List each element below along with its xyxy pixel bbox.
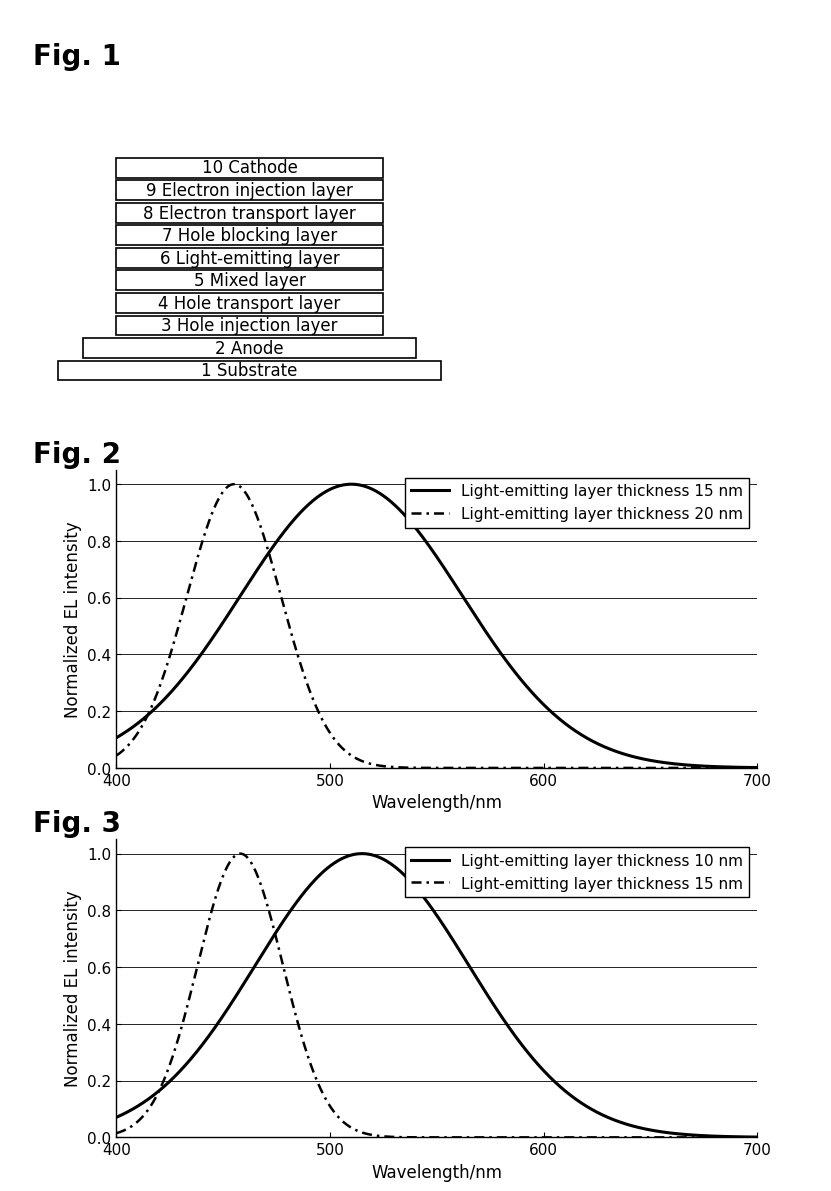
Y-axis label: Normalized EL intensity: Normalized EL intensity — [64, 891, 81, 1086]
Bar — [116, 158, 382, 179]
Text: 9 Electron injection layer: 9 Electron injection layer — [146, 182, 352, 200]
Text: 7 Hole blocking layer: 7 Hole blocking layer — [162, 227, 337, 245]
Light-emitting layer thickness 15 nm — [111, 1125, 121, 1140]
Legend: Light-emitting layer thickness 15 nm, Light-emitting layer thickness 20 nm: Light-emitting layer thickness 15 nm, Li… — [405, 478, 749, 528]
Light-emitting layer thickness 10 nm — [751, 1130, 761, 1145]
Text: 4 Hole transport layer: 4 Hole transport layer — [158, 294, 341, 312]
Light-emitting layer thickness 15 nm — [733, 760, 743, 774]
Light-emitting layer thickness 10 nm — [111, 1110, 121, 1124]
Text: 10 Cathode: 10 Cathode — [201, 160, 297, 177]
Light-emitting layer thickness 20 nm — [751, 761, 761, 775]
Light-emitting layer thickness 15 nm — [733, 760, 743, 774]
Y-axis label: Normalized EL intensity: Normalized EL intensity — [64, 522, 81, 717]
Text: Fig. 2: Fig. 2 — [33, 441, 121, 468]
Light-emitting layer thickness 20 nm — [144, 705, 154, 719]
Line: Light-emitting layer thickness 15 nm: Light-emitting layer thickness 15 nm — [116, 854, 756, 1137]
Light-emitting layer thickness 15 nm — [751, 1130, 761, 1145]
Bar — [116, 226, 382, 245]
Light-emitting layer thickness 20 nm — [229, 478, 238, 492]
Line: Light-emitting layer thickness 20 nm: Light-emitting layer thickness 20 nm — [116, 485, 756, 768]
Light-emitting layer thickness 15 nm — [733, 1130, 743, 1145]
X-axis label: Wavelength/nm: Wavelength/nm — [371, 1162, 502, 1180]
Bar — [83, 338, 416, 358]
Light-emitting layer thickness 15 nm — [616, 747, 626, 761]
Light-emitting layer thickness 10 nm — [616, 1115, 626, 1129]
Bar — [116, 272, 382, 291]
Bar — [116, 249, 382, 268]
Light-emitting layer thickness 15 nm — [406, 516, 416, 530]
Light-emitting layer thickness 20 nm — [616, 761, 626, 775]
Light-emitting layer thickness 20 nm — [733, 761, 743, 775]
Light-emitting layer thickness 10 nm — [144, 1091, 154, 1105]
Light-emitting layer thickness 15 nm — [144, 1102, 154, 1116]
Bar — [116, 316, 382, 336]
X-axis label: Wavelength/nm: Wavelength/nm — [371, 793, 502, 811]
Text: Fig. 3: Fig. 3 — [33, 810, 121, 837]
Light-emitting layer thickness 10 nm — [733, 1130, 743, 1145]
Text: 3 Hole injection layer: 3 Hole injection layer — [161, 317, 337, 335]
Light-emitting layer thickness 15 nm — [616, 1130, 626, 1145]
Light-emitting layer thickness 10 nm — [733, 1130, 743, 1145]
Light-emitting layer thickness 15 nm — [235, 847, 245, 861]
Light-emitting layer thickness 15 nm — [423, 538, 433, 553]
Text: 5 Mixed layer: 5 Mixed layer — [194, 272, 305, 289]
Line: Light-emitting layer thickness 10 nm: Light-emitting layer thickness 10 nm — [116, 854, 756, 1137]
Light-emitting layer thickness 15 nm — [751, 761, 761, 775]
Legend: Light-emitting layer thickness 10 nm, Light-emitting layer thickness 15 nm: Light-emitting layer thickness 10 nm, Li… — [405, 847, 749, 897]
Light-emitting layer thickness 15 nm — [733, 1130, 743, 1145]
Light-emitting layer thickness 15 nm — [346, 478, 356, 492]
Text: Fig. 1: Fig. 1 — [33, 43, 121, 71]
Light-emitting layer thickness 15 nm — [406, 1130, 416, 1145]
Text: 2 Anode: 2 Anode — [215, 339, 283, 357]
Light-emitting layer thickness 20 nm — [406, 761, 416, 775]
Light-emitting layer thickness 20 nm — [423, 761, 433, 775]
Light-emitting layer thickness 15 nm — [111, 731, 121, 746]
Light-emitting layer thickness 10 nm — [423, 897, 433, 911]
Bar — [116, 293, 382, 313]
Bar — [116, 204, 382, 223]
Bar — [116, 181, 382, 201]
Light-emitting layer thickness 10 nm — [356, 847, 366, 861]
Light-emitting layer thickness 15 nm — [144, 707, 154, 722]
Light-emitting layer thickness 15 nm — [423, 1130, 433, 1145]
Light-emitting layer thickness 10 nm — [406, 875, 416, 890]
Text: 8 Electron transport layer: 8 Electron transport layer — [143, 205, 356, 223]
Light-emitting layer thickness 20 nm — [733, 761, 743, 775]
Text: 6 Light-emitting layer: 6 Light-emitting layer — [160, 249, 339, 268]
Line: Light-emitting layer thickness 15 nm: Light-emitting layer thickness 15 nm — [116, 485, 756, 768]
Light-emitting layer thickness 20 nm — [111, 749, 121, 763]
Bar — [58, 361, 440, 381]
Text: 1 Substrate: 1 Substrate — [201, 362, 297, 380]
